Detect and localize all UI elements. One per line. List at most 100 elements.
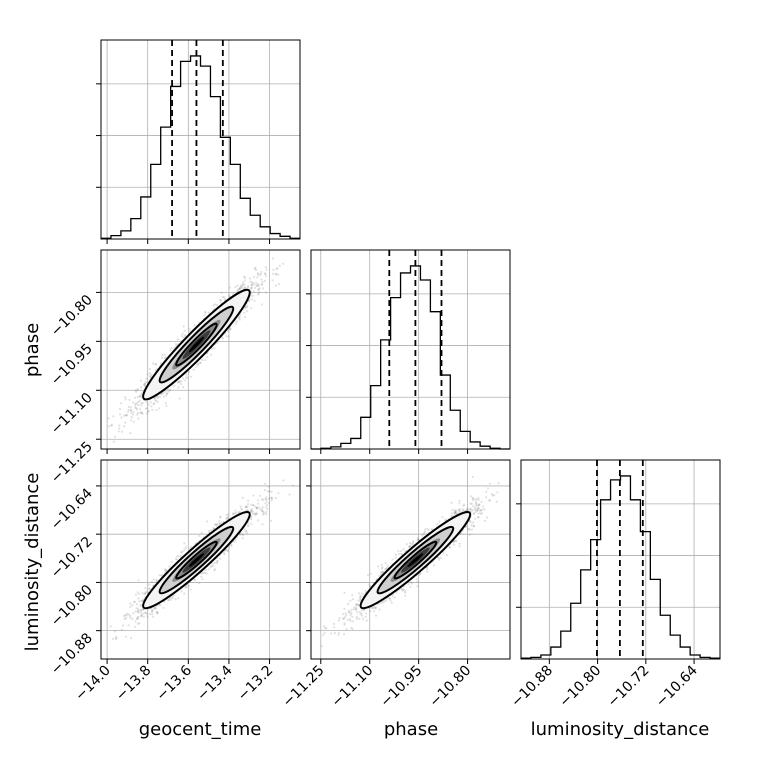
scatter-point: [152, 362, 155, 365]
scatter-point: [204, 311, 207, 314]
density-band: [188, 336, 205, 353]
scatter-point: [120, 628, 123, 631]
scatter-point: [144, 611, 147, 614]
scatter-point: [477, 507, 480, 510]
scatter-point: [146, 380, 149, 383]
scatter-point: [145, 377, 148, 380]
scatter-point: [277, 492, 280, 495]
scatter-point: [256, 284, 259, 287]
scatter-point: [351, 598, 355, 601]
scatter-point: [265, 513, 268, 516]
scatter-point: [342, 612, 345, 616]
scatter-point: [252, 494, 255, 497]
scatter-point: [398, 552, 401, 556]
scatter-point: [264, 498, 267, 501]
scatter-point: [140, 613, 143, 616]
scatter-point: [430, 528, 433, 531]
scatter-point: [122, 624, 125, 627]
scatter-point: [235, 320, 238, 323]
scatter-point: [260, 270, 263, 273]
scatter-point: [288, 246, 290, 248]
scatter-point: [141, 599, 144, 602]
scatter-point: [453, 511, 456, 514]
scatter-point: [247, 285, 250, 288]
scatter-point: [155, 363, 158, 366]
scatter-point: [155, 408, 158, 412]
scatter-point: [265, 498, 268, 501]
scatter-point: [141, 401, 144, 404]
scatter-point: [436, 523, 439, 526]
scatter-point: [185, 585, 188, 588]
scatter-point: [119, 402, 123, 405]
scatter-point: [222, 551, 225, 555]
scatter-point: [249, 280, 252, 283]
scatter-point: [257, 506, 260, 509]
scatter-point: [165, 392, 168, 395]
scatter-point: [137, 400, 140, 404]
scatter-point: [146, 612, 149, 615]
scatter-point: [124, 614, 127, 617]
scatter-point: [137, 411, 140, 415]
scatter-point: [201, 571, 204, 574]
scatter-point: [182, 377, 185, 380]
scatter-point: [245, 306, 248, 309]
scatter-point: [220, 291, 223, 294]
scatter-point: [182, 325, 185, 328]
scatter-point: [400, 553, 403, 556]
scatter-point: [125, 414, 128, 417]
scatter-point: [155, 395, 158, 398]
scatter-point: [252, 290, 255, 293]
scatter-point: [197, 362, 200, 365]
scatter-point: [266, 504, 269, 507]
scatter-point: [263, 489, 266, 492]
scatter-point: [144, 587, 147, 590]
scatter-point: [342, 617, 345, 620]
panels: [96, 39, 721, 664]
scatter-point: [200, 575, 203, 578]
scatter-point: [264, 502, 267, 505]
scatter-point: [455, 512, 458, 515]
scatter-point: [232, 512, 235, 515]
scatter-point: [338, 617, 341, 620]
scatter-point: [243, 528, 246, 531]
scatter-point: [145, 590, 148, 593]
scatter-point: [239, 287, 242, 290]
scatter-point: [250, 522, 253, 526]
scatter-point: [355, 604, 358, 607]
scatter-point: [463, 503, 466, 506]
scatter-point: [214, 303, 217, 306]
scatter-point: [204, 569, 208, 572]
scatter-point: [221, 337, 224, 340]
scatter-point: [412, 540, 415, 543]
scatter-point: [245, 509, 249, 512]
scatter-point: [207, 568, 210, 571]
scatter-point: [159, 604, 162, 607]
scatter-point: [131, 604, 134, 607]
scatter-point: [270, 496, 273, 500]
scatter-point: [124, 617, 127, 620]
scatter-point: [254, 266, 257, 269]
scatter-point: [351, 620, 355, 623]
scatter-point: [226, 329, 229, 333]
scatter-point: [180, 590, 183, 593]
scatter-point: [177, 597, 180, 600]
scatter-point: [180, 551, 183, 554]
scatter-point: [254, 286, 257, 289]
scatter-point: [140, 402, 143, 405]
scatter-point: [288, 493, 291, 496]
scatter-point: [145, 407, 149, 410]
scatter-point: [214, 524, 217, 527]
scatter-point: [137, 592, 140, 596]
scatter-point: [424, 528, 427, 531]
scatter-point: [337, 631, 340, 635]
scatter-point: [141, 608, 144, 611]
scatter-point: [383, 599, 386, 602]
scatter-point: [358, 610, 361, 613]
scatter-point: [219, 522, 223, 525]
scatter-point: [496, 491, 499, 494]
scatter-point: [123, 617, 126, 621]
scatter-point: [123, 414, 126, 417]
scatter-point: [163, 357, 166, 360]
scatter-point: [215, 523, 218, 526]
scatter-point: [380, 571, 384, 574]
